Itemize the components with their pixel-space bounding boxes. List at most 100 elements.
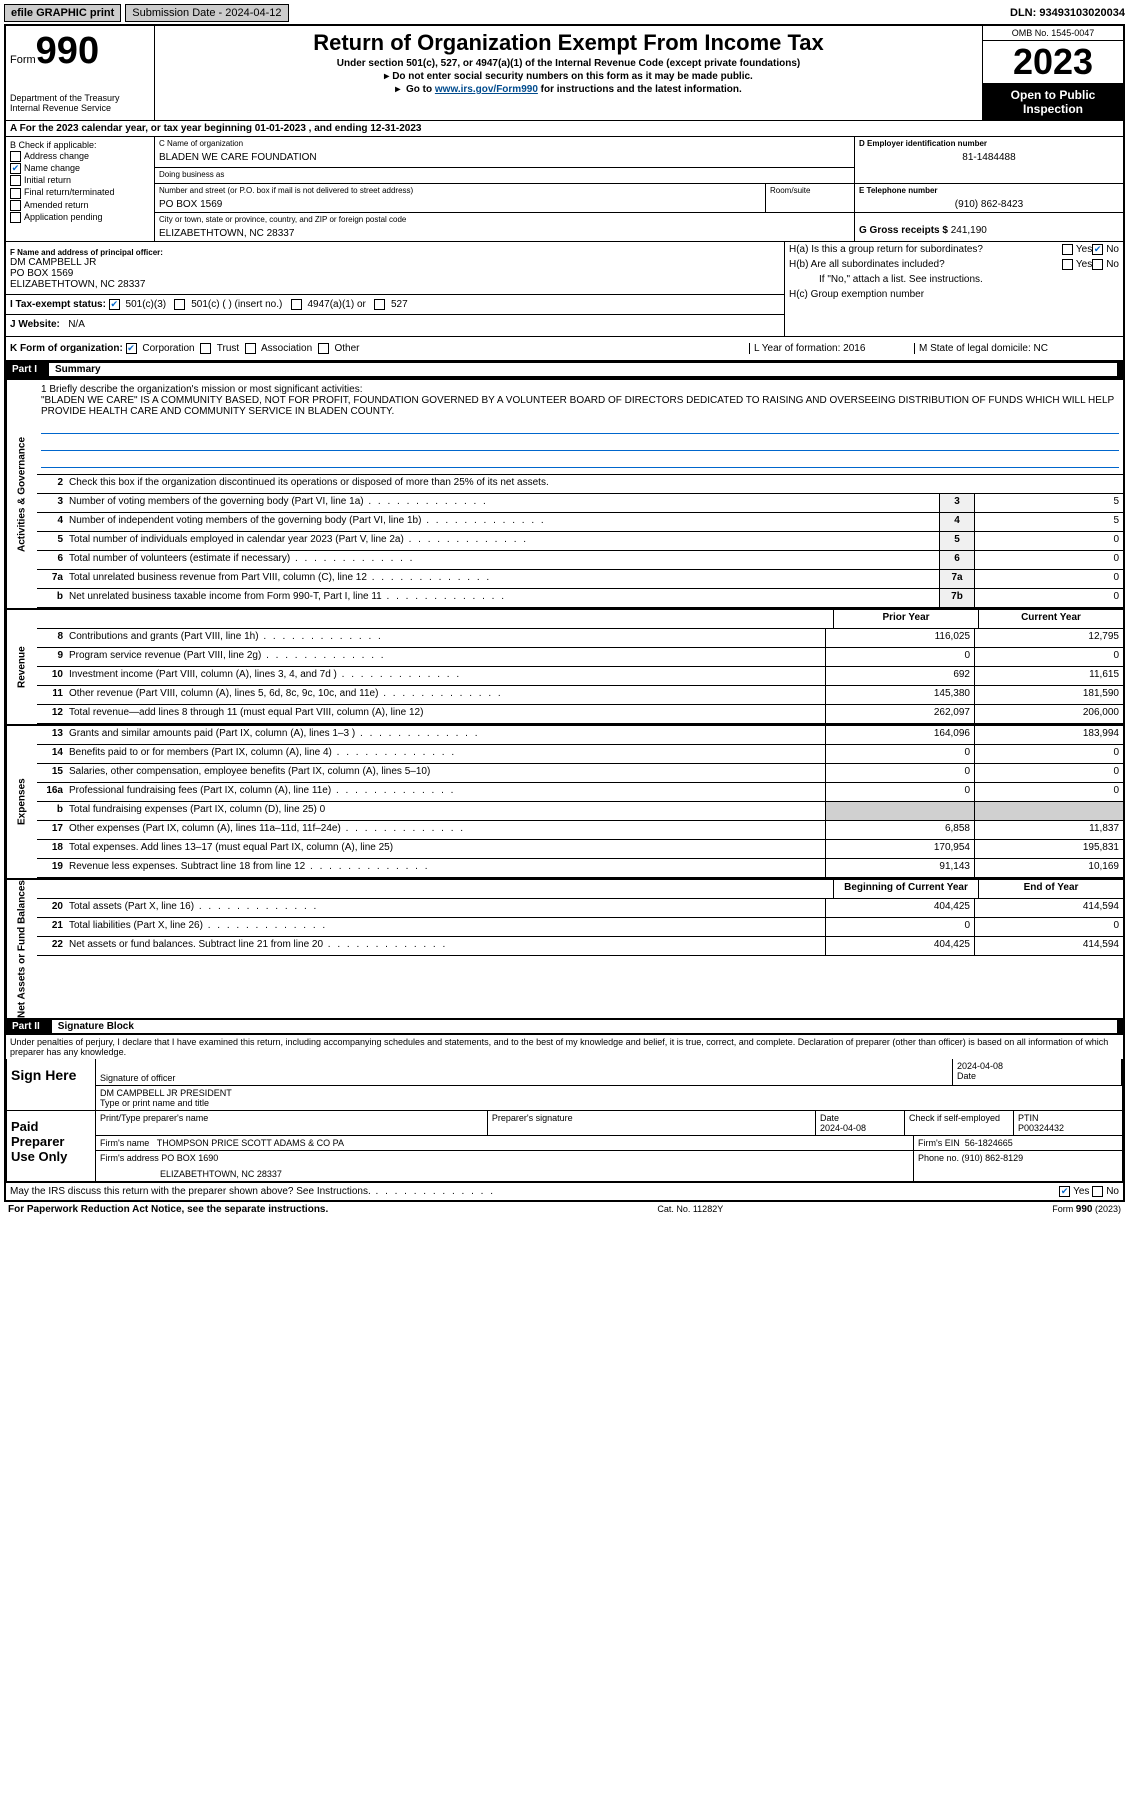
tax-year: 2023: [983, 41, 1123, 84]
discuss-yes-checkbox[interactable]: ✔: [1059, 1186, 1070, 1197]
line22-end: 414,594: [974, 937, 1123, 955]
line12-prior: 262,097: [825, 705, 974, 723]
org-name-box: C Name of organization BLADEN WE CARE FO…: [155, 137, 855, 184]
line20-end: 414,594: [974, 899, 1123, 917]
street-address: PO BOX 1569: [159, 199, 761, 210]
state-domicile: M State of legal domicile: NC: [914, 343, 1119, 354]
ha-no-checkbox[interactable]: ✔: [1092, 244, 1103, 255]
header-sub2: Do not enter social security numbers on …: [159, 71, 978, 82]
line15-current: 0: [974, 764, 1123, 782]
officer-sig: Signature of officer: [96, 1059, 953, 1085]
form-title: Return of Organization Exempt From Incom…: [159, 30, 978, 56]
omb-number: OMB No. 1545-0047: [983, 26, 1123, 41]
activities-governance-section: Activities & Governance 1 Briefly descri…: [6, 378, 1123, 608]
row-k-l-m: K Form of organization: ✔ Corporation Tr…: [6, 337, 1123, 361]
line3-val: 5: [974, 494, 1123, 512]
line20-begin: 404,425: [825, 899, 974, 917]
form-prefix: Form: [10, 54, 36, 66]
paid-preparer-label: Paid Preparer Use Only: [7, 1111, 96, 1181]
line19-prior: 91,143: [825, 859, 974, 877]
initial-return-checkbox[interactable]: [10, 175, 21, 186]
header-sub3: Go to www.irs.gov/Form990 for instructio…: [159, 84, 978, 95]
ha-yes-checkbox[interactable]: [1062, 244, 1073, 255]
telephone-box: E Telephone number (910) 862-8423: [855, 184, 1123, 213]
submission-date-button[interactable]: Submission Date - 2024-04-12: [125, 4, 288, 22]
website-value: N/A: [68, 319, 85, 330]
revenue-section: Revenue Prior YearCurrent Year 8Contribu…: [6, 608, 1123, 724]
address-change-checkbox[interactable]: [10, 151, 21, 162]
col-c-d-e: C Name of organization BLADEN WE CARE FO…: [155, 137, 1123, 241]
line4-val: 5: [974, 513, 1123, 531]
irs-link[interactable]: www.irs.gov/Form990: [435, 84, 538, 95]
501c3-checkbox[interactable]: ✔: [109, 299, 120, 310]
discuss-no-checkbox[interactable]: [1092, 1186, 1103, 1197]
mission-box: 1 Briefly describe the organization's mi…: [37, 380, 1123, 475]
other-checkbox[interactable]: [318, 343, 329, 354]
vert-governance: Activities & Governance: [6, 380, 37, 608]
line14-current: 0: [974, 745, 1123, 763]
line21-begin: 0: [825, 918, 974, 936]
line18-current: 195,831: [974, 840, 1123, 858]
footer: For Paperwork Reduction Act Notice, see …: [4, 1202, 1125, 1217]
header-left: Form990 Department of the Treasury Inter…: [6, 26, 155, 120]
hb-yes-checkbox[interactable]: [1062, 259, 1073, 270]
top-bar: efile GRAPHIC print Submission Date - 20…: [4, 4, 1125, 22]
col-h: H(a) Is this a group return for subordin…: [785, 242, 1123, 336]
col-f-i-j: F Name and address of principal officer:…: [6, 242, 785, 336]
footer-mid: Cat. No. 11282Y: [657, 1204, 723, 1215]
application-pending-checkbox[interactable]: [10, 212, 21, 223]
line8-prior: 116,025: [825, 629, 974, 647]
address-box: Number and street (or P.O. box if mail i…: [155, 184, 766, 213]
firm-name: Firm's name THOMPSON PRICE SCOTT ADAMS &…: [96, 1136, 914, 1150]
trust-checkbox[interactable]: [200, 343, 211, 354]
vert-net-assets: Net Assets or Fund Balances: [6, 880, 37, 1018]
corp-checkbox[interactable]: ✔: [126, 343, 137, 354]
line5-val: 0: [974, 532, 1123, 550]
year-formation: L Year of formation: 2016: [749, 343, 914, 354]
line18-prior: 170,954: [825, 840, 974, 858]
assoc-checkbox[interactable]: [245, 343, 256, 354]
line10-prior: 692: [825, 667, 974, 685]
header-right: OMB No. 1545-0047 2023 Open to Public In…: [982, 26, 1123, 120]
discuss-row: May the IRS discuss this return with the…: [6, 1182, 1123, 1200]
line15-prior: 0: [825, 764, 974, 782]
website-row: J Website: N/A: [6, 315, 784, 334]
firm-phone: Phone no. (910) 862-8129: [914, 1151, 1122, 1181]
line9-prior: 0: [825, 648, 974, 666]
amended-return-checkbox[interactable]: [10, 200, 21, 211]
efile-button[interactable]: efile GRAPHIC print: [4, 4, 121, 22]
line6-val: 0: [974, 551, 1123, 569]
line11-current: 181,590: [974, 686, 1123, 704]
4947-checkbox[interactable]: [291, 299, 302, 310]
final-return-checkbox[interactable]: [10, 188, 21, 199]
line13-current: 183,994: [974, 726, 1123, 744]
self-employed-check: Check if self-employed: [905, 1111, 1014, 1135]
sign-here-label: Sign Here: [7, 1059, 96, 1110]
vert-revenue: Revenue: [6, 610, 37, 724]
footer-right: Form 990 (2023): [1052, 1204, 1121, 1215]
officer-name: DM CAMPBELL JR PRESIDENT Type or print n…: [96, 1086, 1122, 1110]
preparer-sig: Preparer's signature: [488, 1111, 816, 1135]
gross-receipts-box: G Gross receipts $ 241,190: [855, 213, 1123, 241]
ptin: PTINP00324432: [1014, 1111, 1122, 1135]
preparer-date: Date2024-04-08: [816, 1111, 905, 1135]
header-sub1: Under section 501(c), 527, or 4947(a)(1)…: [159, 58, 978, 69]
tax-exempt-row: I Tax-exempt status: ✔ 501(c)(3) 501(c) …: [6, 295, 784, 315]
city-value: ELIZABETHTOWN, NC 28337: [159, 228, 850, 239]
527-checkbox[interactable]: [374, 299, 385, 310]
name-change-checkbox[interactable]: ✔: [10, 163, 21, 174]
line19-current: 10,169: [974, 859, 1123, 877]
row-a-tax-year: A For the 2023 calendar year, or tax yea…: [6, 121, 1123, 137]
firm-ein: Firm's EIN 56-1824665: [914, 1136, 1122, 1150]
line8-current: 12,795: [974, 629, 1123, 647]
form-container: Form990 Department of the Treasury Inter…: [4, 24, 1125, 1202]
firm-address: Firm's address PO BOX 1690 ELIZABETHTOWN…: [96, 1151, 914, 1181]
principal-officer: F Name and address of principal officer:…: [6, 244, 784, 295]
header-mid: Return of Organization Exempt From Incom…: [155, 26, 982, 120]
open-public-badge: Open to Public Inspection: [983, 84, 1123, 120]
col-b-header: B Check if applicable:: [10, 140, 150, 150]
line7a-val: 0: [974, 570, 1123, 588]
line14-prior: 0: [825, 745, 974, 763]
501c-checkbox[interactable]: [174, 299, 185, 310]
hb-no-checkbox[interactable]: [1092, 259, 1103, 270]
